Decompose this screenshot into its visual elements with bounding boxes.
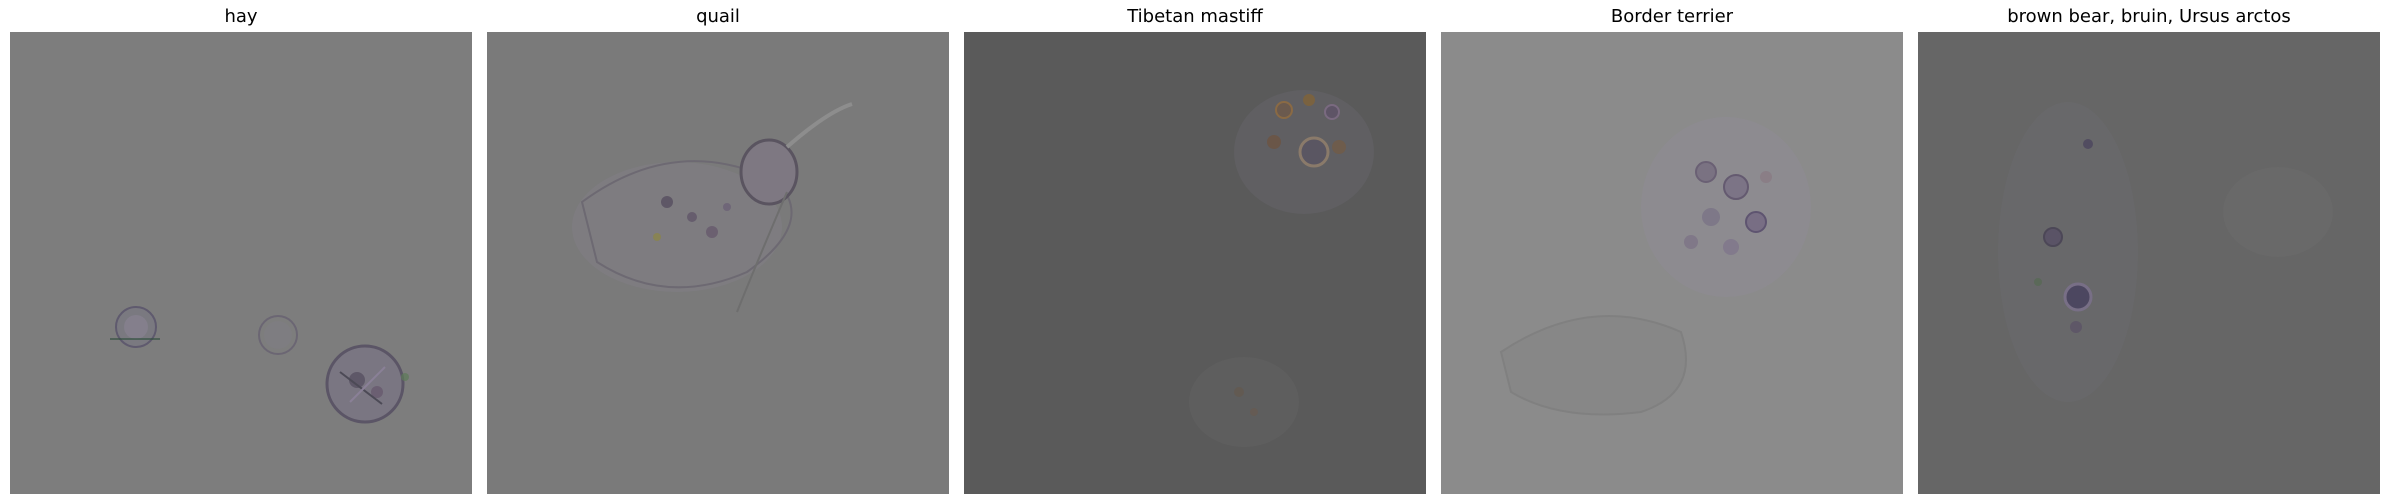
panel-brown-bear: brown bear, bruin, Ursus arctos xyxy=(1918,0,2380,504)
panel-hay: hay xyxy=(10,0,472,504)
saliency-image-tibetan-mastiff xyxy=(964,32,1426,494)
panel-title: Border terrier xyxy=(1441,4,1903,30)
panel-quail: quail xyxy=(487,0,949,504)
panel-tibetan-mastiff: Tibetan mastiff xyxy=(964,0,1426,504)
saliency-image-quail xyxy=(487,32,949,494)
cell-upper xyxy=(1234,90,1374,214)
cell-column xyxy=(1998,102,2138,402)
panel-title: brown bear, bruin, Ursus arctos xyxy=(1918,4,2380,30)
saliency-image-border-terrier xyxy=(1441,32,1903,494)
cell-right-faint xyxy=(2223,167,2333,257)
cell-cluster xyxy=(1641,117,1811,297)
saliency-image-hay xyxy=(10,32,472,494)
panel-title: Tibetan mastiff xyxy=(964,4,1426,30)
panel-border-terrier: Border terrier xyxy=(1441,0,1903,504)
cell-lower xyxy=(1189,357,1299,447)
panel-title: quail xyxy=(487,4,949,30)
panel-title: hay xyxy=(10,4,472,30)
saliency-image-brown-bear xyxy=(1918,32,2380,494)
cell-small-2 xyxy=(259,316,297,354)
